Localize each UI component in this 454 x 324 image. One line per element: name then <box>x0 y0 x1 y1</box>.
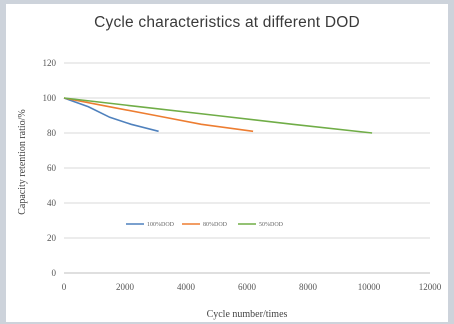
legend-label: 50%DOD <box>259 222 284 228</box>
y-tick-label: 120 <box>43 58 57 68</box>
x-tick-label: 4000 <box>177 282 196 292</box>
x-tick-label: 12000 <box>419 282 442 292</box>
series-line-50pctdod <box>63 97 373 134</box>
legend-label: 80%DOD <box>203 222 228 228</box>
y-tick-label: 100 <box>43 93 57 103</box>
x-tick-label: 6000 <box>238 282 257 292</box>
x-tick-label: 2000 <box>116 282 135 292</box>
y-tick-label: 40 <box>47 198 57 208</box>
y-axis-label: Capacity retention ratio/% <box>17 109 28 215</box>
y-tick-label: 60 <box>47 163 57 173</box>
series-line-80pctdod <box>63 97 254 133</box>
series-line-100pctdod <box>63 97 159 133</box>
y-tick-label: 20 <box>47 233 57 243</box>
y-tick-label: 80 <box>47 128 57 138</box>
grid <box>64 62 430 274</box>
x-tick-label: 10000 <box>358 282 381 292</box>
x-axis-label: Cycle number/times <box>207 309 288 320</box>
x-tick-label: 0 <box>62 282 67 292</box>
tick-labels: 0 20 40 60 80 100 120 0 2000 4000 6000 8000 10000 120… <box>43 58 442 292</box>
legend: 100%DOD 80%DOD 50%DOD <box>126 222 284 228</box>
y-tick-label: 0 <box>52 268 57 278</box>
x-tick-label: 8000 <box>299 282 318 292</box>
series-lines <box>63 97 373 134</box>
chart-title: Cycle characteristics at different DOD <box>94 14 360 31</box>
legend-label: 100%DOD <box>147 222 175 228</box>
line-chart: 0 20 40 60 80 100 120 0 2000 4000 6000 8000 10000 120… <box>17 58 442 320</box>
chart-frame: Cycle characteristics at different DOD 0… <box>6 4 448 322</box>
